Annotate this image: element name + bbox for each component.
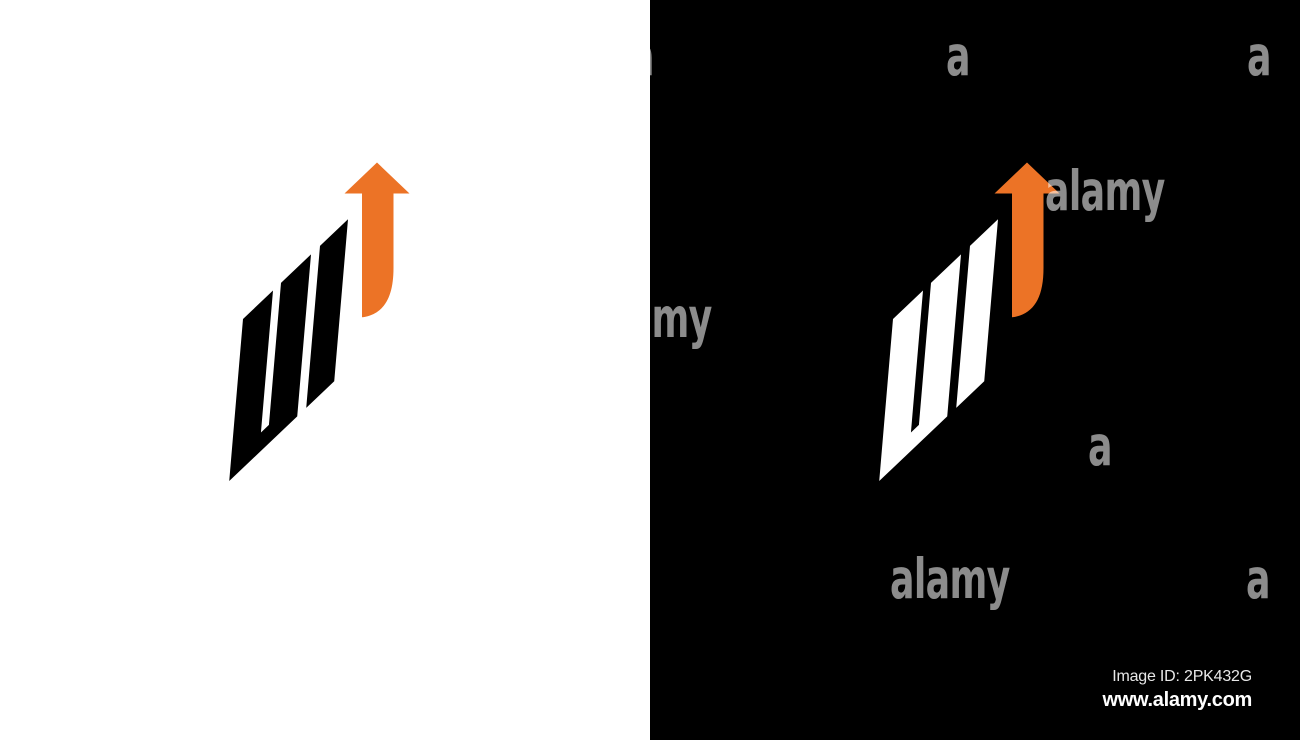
up-arrow-icon	[344, 162, 410, 318]
dark-variant-panel	[650, 0, 1300, 740]
ui-monogram-bars	[229, 219, 348, 481]
image-id-text: Image ID: 2PK432G	[1112, 668, 1252, 685]
ui-monogram-bars	[879, 219, 998, 481]
attribution-block: Image ID: 2PK432G www.alamy.com	[1103, 668, 1253, 712]
up-arrow-icon	[994, 162, 1060, 318]
ui-arrow-logo-light	[879, 162, 1060, 481]
ui-arrow-logo-dark	[229, 162, 410, 481]
light-variant-panel	[0, 0, 650, 740]
alamy-url-text: www.alamy.com	[1102, 689, 1253, 711]
